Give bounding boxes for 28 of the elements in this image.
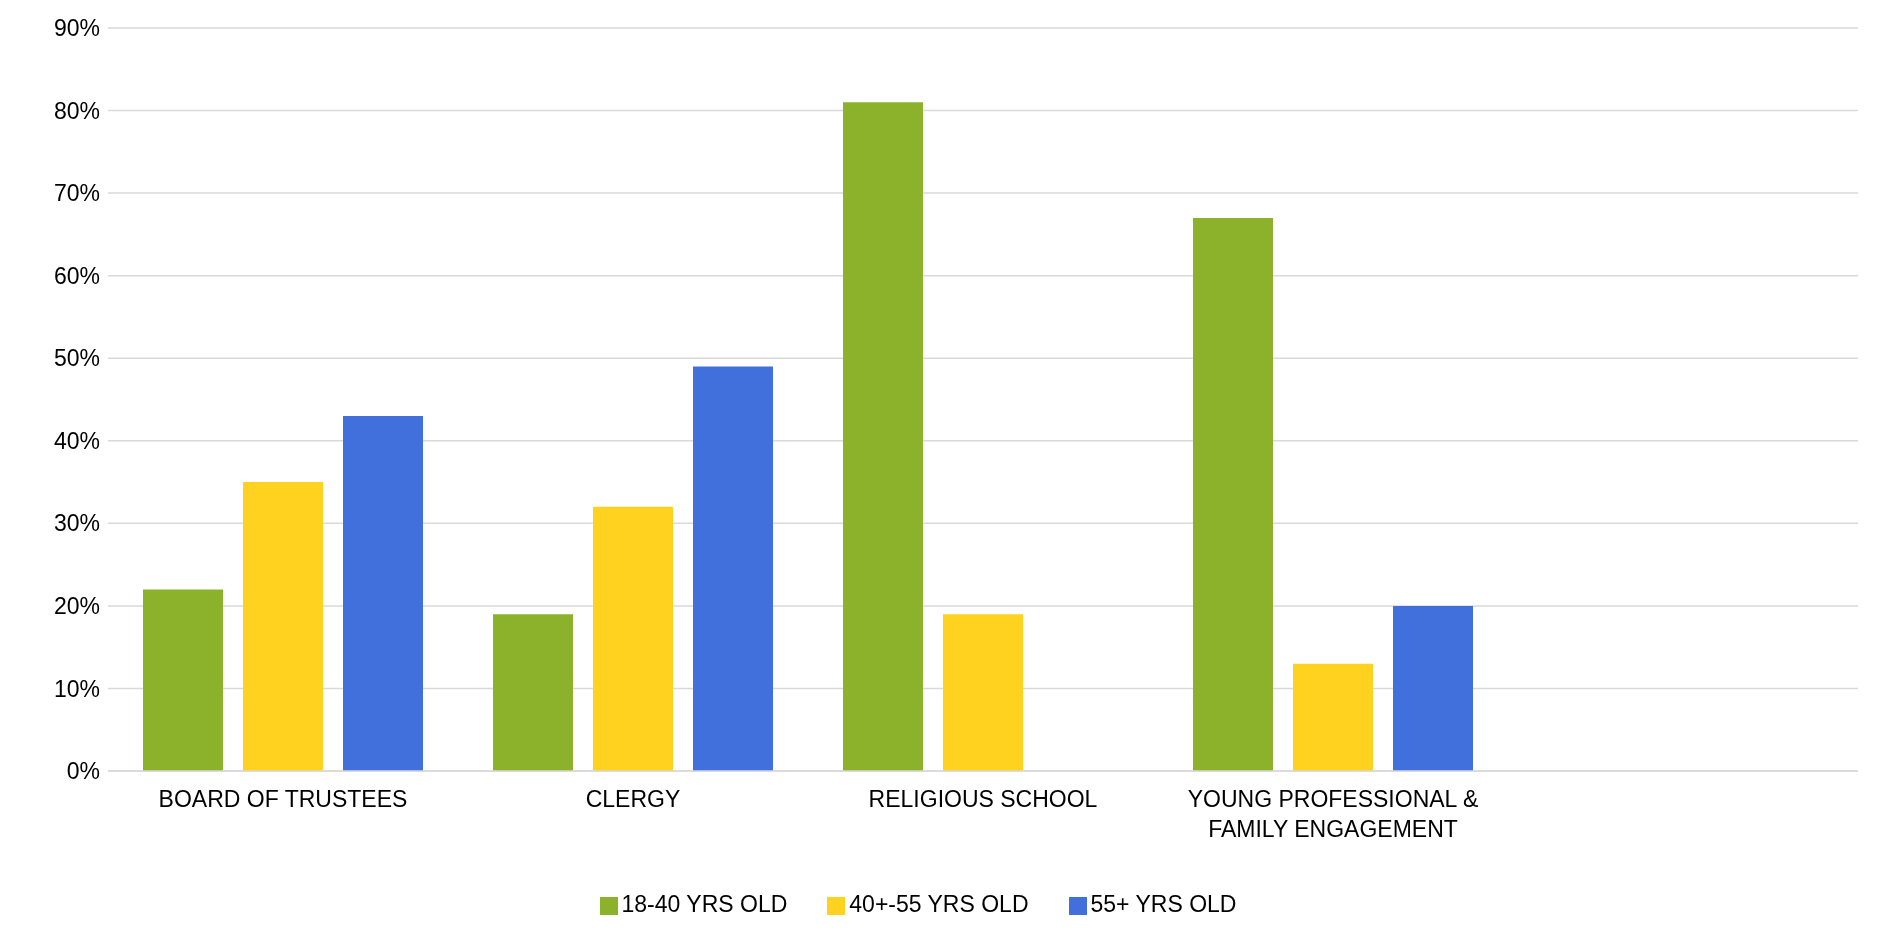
bar <box>843 102 923 771</box>
y-tick-label: 60% <box>53 262 100 289</box>
y-tick-label: 50% <box>53 345 100 372</box>
y-tick-label: 40% <box>53 427 100 454</box>
y-tick-label: 10% <box>53 675 100 702</box>
legend-label: 18-40 YRS OLD <box>621 891 788 917</box>
y-tick-label: 70% <box>53 180 100 207</box>
x-tick-label: BOARD OF TRUSTEES <box>158 786 408 812</box>
bar <box>493 614 573 771</box>
bar <box>243 482 323 771</box>
legend-label: 55+ YRS OLD <box>1090 891 1237 917</box>
bar <box>593 506 673 771</box>
y-tick-label: 20% <box>53 593 100 620</box>
bar <box>1293 663 1373 771</box>
legend-label: 40+-55 YRS OLD <box>849 891 1029 917</box>
bar <box>943 614 1023 771</box>
x-tick-label: CLERGY <box>585 786 681 812</box>
bar <box>1393 605 1473 771</box>
bar <box>693 366 773 771</box>
y-tick-label: 90% <box>53 15 100 42</box>
bar <box>143 589 223 771</box>
x-tick-label: YOUNG PROFESSIONAL & FAMILY ENGAGEMENT <box>1187 786 1479 842</box>
x-tick-label: RELIGIOUS SCHOOL <box>868 786 1098 812</box>
y-tick-label: 30% <box>53 510 100 537</box>
y-tick-label: 80% <box>53 97 100 124</box>
bar <box>343 416 423 771</box>
bar <box>1193 217 1273 771</box>
y-tick-label: 0% <box>66 758 100 785</box>
